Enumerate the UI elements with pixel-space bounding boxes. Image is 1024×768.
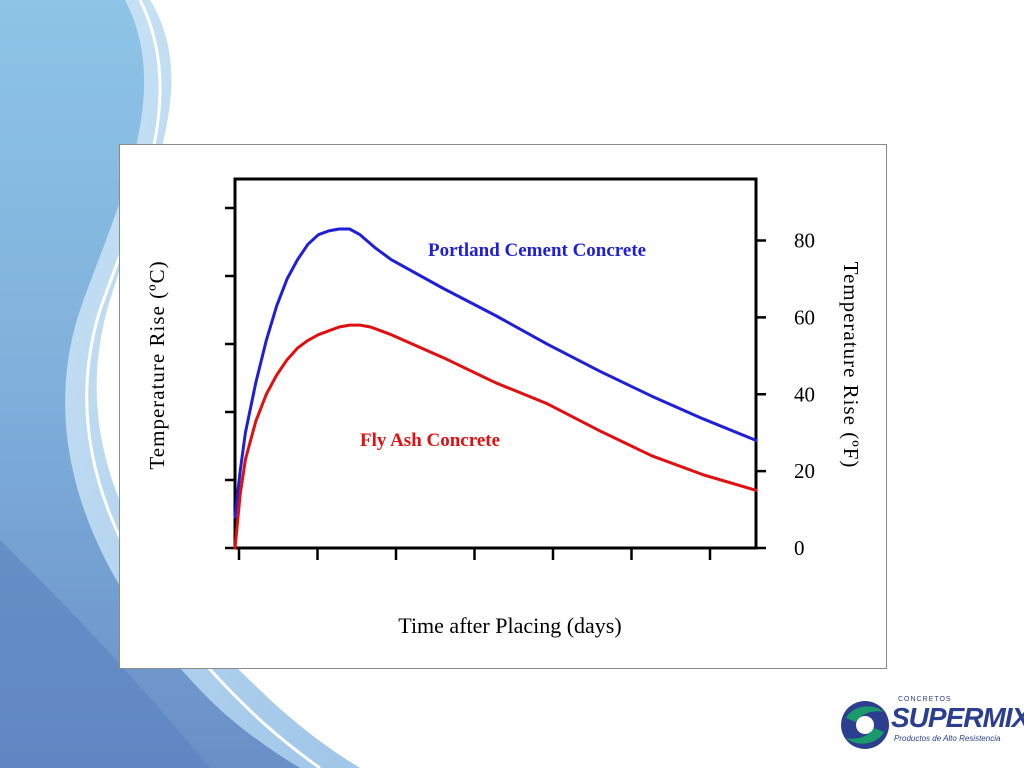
logo-top-text: CONCRETOS <box>898 696 952 703</box>
y-right-tick-label: 40 <box>794 382 815 406</box>
series-line-fly-ash <box>233 323 758 550</box>
logo-mark-icon <box>841 701 889 749</box>
y-right-tick-label: 0 <box>794 536 805 560</box>
chart-ylabel-left: Temperature Rise (ºC) <box>145 260 169 469</box>
y-right-tick-label: 80 <box>794 229 815 253</box>
chart-panel: 0 20 40 60 80 Time after Placing (days) Temp… <box>119 144 887 669</box>
chart-ylabel-right: Temperature Rise (ºF) <box>839 262 863 469</box>
series-label-portland: Portland Cement Concrete <box>428 240 646 261</box>
plot-border <box>233 177 758 550</box>
supermix-logo: CONCRETOS SUPERMIX Productos de Alto Res… <box>838 692 1024 756</box>
y-right-tick-label: 20 <box>794 459 815 483</box>
plot-area: 0 20 40 60 80 <box>225 177 815 560</box>
logo-brand-text: SUPERMIX <box>891 702 1024 733</box>
series-line-portland <box>233 227 758 519</box>
y-right-tick-label: 60 <box>794 305 815 329</box>
series-label-fly-ash: Fly Ash Concrete <box>360 430 500 451</box>
chart-svg: 0 20 40 60 80 Time after Placing (days) Temp… <box>145 177 863 638</box>
logo-subtitle: Productos de Alto Resistencia <box>894 734 1001 743</box>
chart-xlabel: Time after Placing (days) <box>398 613 621 638</box>
